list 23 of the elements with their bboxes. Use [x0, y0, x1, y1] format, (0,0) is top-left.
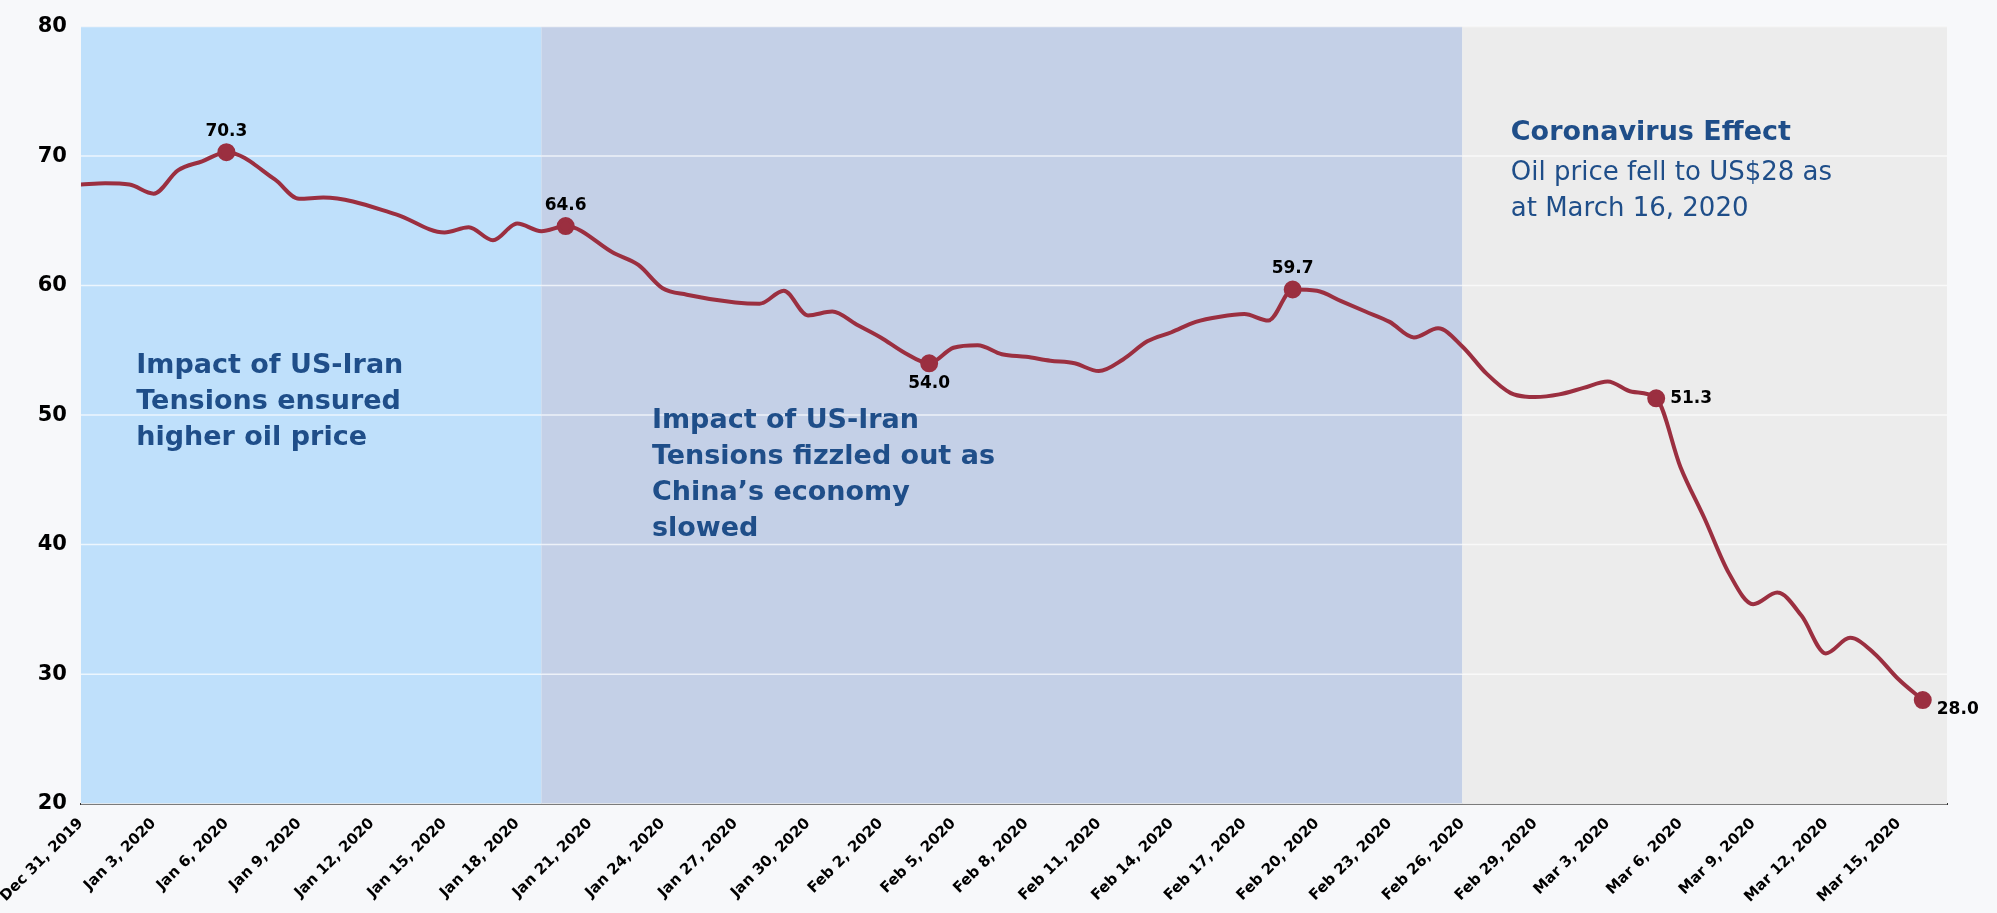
- data-label: 51.3: [1670, 386, 1713, 407]
- data-label: 59.7: [1271, 257, 1314, 278]
- data-label: 54.0: [908, 372, 951, 393]
- data-label: 28.0: [1936, 698, 1979, 719]
- band-label: Impact of US-Iran Tensions ensured higher oil price: [136, 348, 404, 452]
- point: [1283, 280, 1302, 299]
- point: [217, 143, 236, 162]
- y-tick-label: 40: [37, 531, 67, 556]
- band-label: Coronavirus Effect: [1510, 115, 1791, 147]
- y-tick-label: 20: [37, 790, 67, 815]
- point: [1913, 691, 1932, 710]
- data-label: 64.6: [544, 193, 587, 214]
- annotation: Oil price fell to US$28 as at March 16, 2020: [1510, 155, 1833, 222]
- y-tick-label: 60: [37, 272, 67, 297]
- data-label: 70.3: [205, 120, 248, 141]
- y-tick-label: 80: [37, 13, 67, 38]
- point: [920, 354, 939, 373]
- y-tick-label: 50: [37, 401, 67, 426]
- point: [556, 217, 575, 236]
- point: [1647, 389, 1666, 408]
- y-tick-label: 70: [37, 142, 67, 167]
- y-tick-label: 30: [37, 660, 67, 685]
- band-label: Impact of US-Iran Tensions fizzled out as China’s economy slowed: [651, 402, 995, 542]
